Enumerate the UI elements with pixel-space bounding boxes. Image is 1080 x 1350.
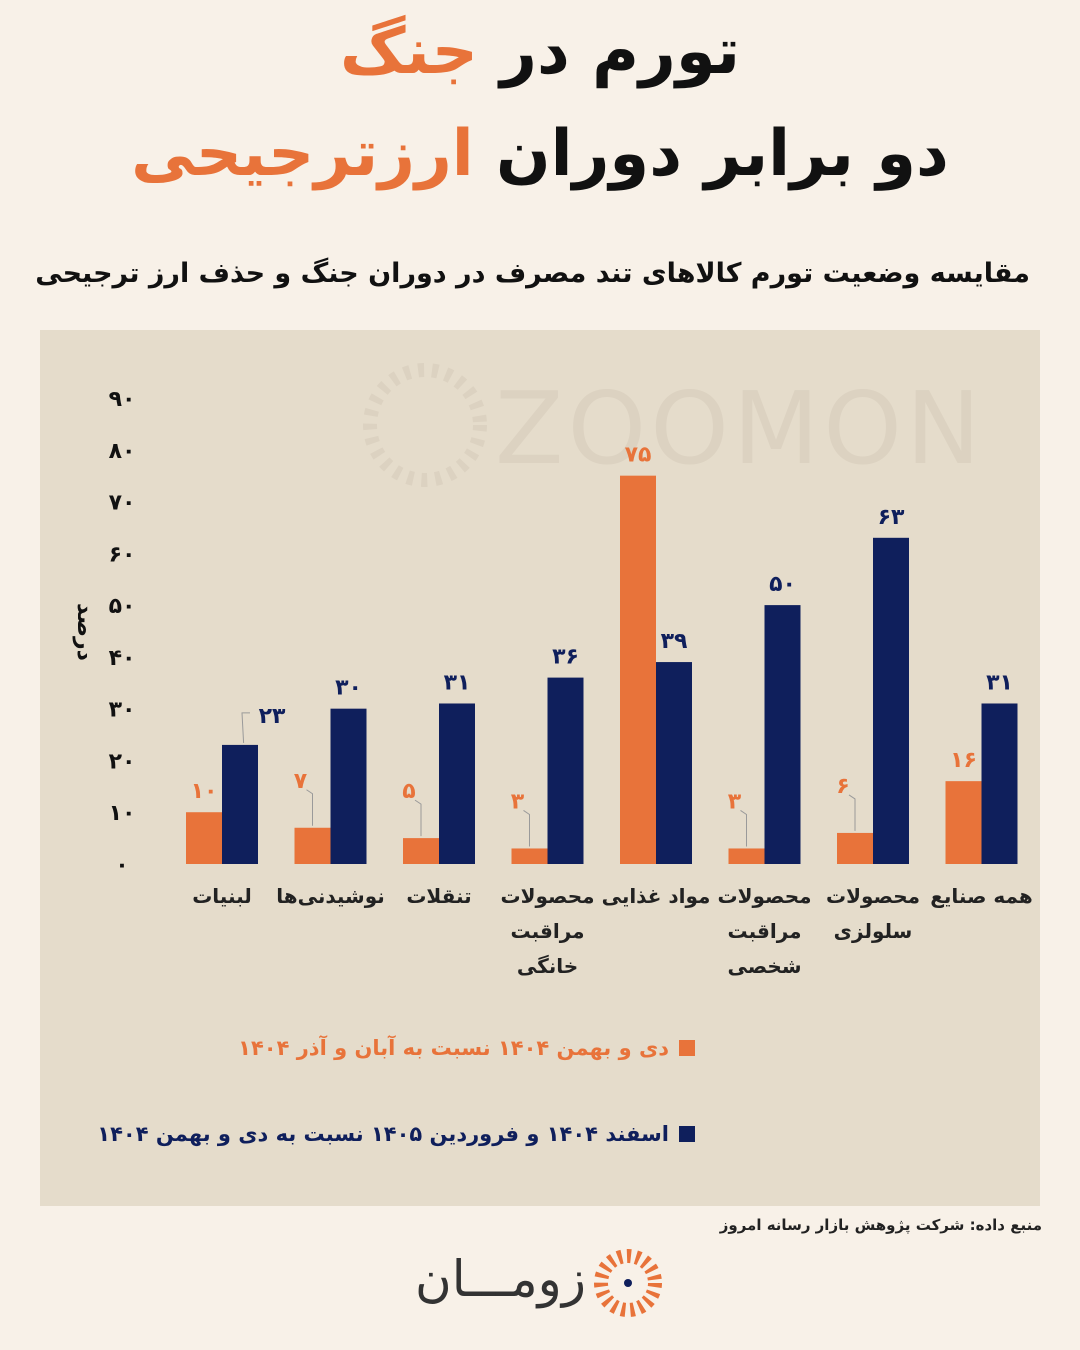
category-label: شخصی	[727, 954, 801, 978]
legend-item-1: دی و بهمن ۱۴۰۴ نسبت به آبان و آذر ۱۴۰۴	[238, 1036, 695, 1060]
category-label: محصولات	[500, 884, 594, 908]
y-axis-title: درصد	[72, 603, 97, 661]
watermark-logo-icon	[363, 363, 487, 487]
category-label: مراقبت	[727, 919, 801, 943]
legend-swatch-navy	[679, 1126, 695, 1142]
title-accent-2: ارزترجیحی	[131, 117, 474, 191]
data-label: ۳۱	[444, 670, 471, 695]
bar-series-1	[403, 838, 439, 864]
data-label-leader	[414, 799, 422, 837]
data-label: ۶۳	[878, 505, 905, 530]
data-label-leader	[306, 789, 313, 826]
bar-series-1	[837, 832, 873, 864]
data-label: ۱۰	[191, 779, 218, 804]
data-label: ۳۹	[661, 629, 688, 654]
data-label: ۳	[511, 789, 525, 814]
category-label: محصولات	[826, 884, 920, 908]
bar-series-2	[547, 677, 584, 864]
bar-series-2	[222, 744, 258, 864]
title-dark-2: دو برابر دوران	[496, 117, 949, 191]
data-label-leader	[523, 810, 530, 847]
y-tick-label: ۸۰	[109, 439, 136, 464]
bar-series-2	[764, 605, 801, 864]
legend-label-1: دی و بهمن ۱۴۰۴ نسبت به آبان و آذر ۱۴۰۴	[238, 1036, 669, 1060]
legend-swatch-orange	[679, 1040, 695, 1056]
chart-panel: ZOOMON ۰ ۱۰ ۲۰ ۳۰ ۴۰ ۵۰ ۶۰ ۷۰ ۸۰ ۹۰ درصد ۱۰ ۲۳ ۷ ۳۰ ۵ ۳…	[40, 330, 1040, 1206]
category-label: محصولات	[717, 884, 811, 908]
y-tick-label: ۶۰	[109, 542, 136, 567]
y-tick-label: ۹۰	[109, 387, 136, 412]
bar-series-1	[728, 848, 765, 864]
brand-logo: زومـــان	[415, 1248, 675, 1318]
data-label: ۳	[728, 789, 742, 814]
data-label: ۱۶	[950, 748, 977, 773]
category-label: همه صنایع	[930, 884, 1033, 908]
data-label: ۲۳	[259, 704, 286, 729]
category-label: نوشیدنی‌ها	[276, 884, 385, 908]
bar-series-1	[186, 812, 222, 864]
y-tick-label: ۴۰	[109, 646, 136, 671]
category-labels: لبنیات نوشیدنی‌ها تنقلات محصولات مراقبت خانگی…	[192, 884, 1033, 978]
bar-series-1	[620, 475, 656, 864]
category-label: تنقلات	[406, 884, 471, 908]
data-label: ۳۱	[986, 670, 1013, 695]
bar-series-2	[981, 703, 1018, 864]
category-label: مراقبت	[510, 919, 584, 943]
bar-series-2	[439, 703, 475, 864]
data-label: ۳۶	[552, 645, 579, 670]
data-label-leader	[740, 810, 747, 847]
data-label: ۷۵	[625, 443, 652, 468]
title-accent-1: جنگ	[340, 15, 478, 89]
category-label: لبنیات	[192, 884, 252, 908]
legend-label-2: اسفند ۱۴۰۴ و فروردین ۱۴۰۵ نسبت به دی و ب…	[97, 1122, 669, 1146]
y-tick-label: ۰	[115, 853, 128, 878]
bar-series-1	[945, 781, 982, 864]
data-label: ۵۰	[769, 572, 796, 597]
y-tick-label: ۷۰	[109, 491, 136, 516]
y-tick-label: ۲۰	[109, 749, 136, 774]
data-label: ۷	[294, 769, 308, 794]
y-tick-label: ۵۰	[109, 594, 136, 619]
legend-item-2: اسفند ۱۴۰۴ و فروردین ۱۴۰۵ نسبت به دی و ب…	[97, 1122, 695, 1146]
y-tick-label: ۳۰	[109, 698, 136, 723]
data-label-leader	[848, 794, 856, 831]
y-axis: ۰ ۱۰ ۲۰ ۳۰ ۴۰ ۵۰ ۶۰ ۷۰ ۸۰ ۹۰ درصد	[72, 387, 135, 878]
bar-series-2	[873, 537, 909, 864]
bar-series-1	[511, 848, 548, 864]
category-label: مواد غذایی	[602, 884, 711, 908]
brand-name: زومـــان	[415, 1250, 586, 1308]
chart-subtitle: مقایسه وضعیت تورم کالاهای تند مصرف در دو…	[35, 258, 1030, 289]
title-dark-1: تورم در	[500, 15, 740, 89]
sun-logo-icon	[594, 1249, 662, 1317]
title-line-1: تورم در جنگ	[0, 20, 1080, 84]
bars-group: ۱۰ ۲۳ ۷ ۳۰ ۵ ۳۱ ۳ ۳۶ ۷۵ ۳۹ ۳ ۵۰ ۶ ۶۳ ۱۶ ۳۱	[186, 443, 1018, 864]
data-label: ۳۰	[335, 676, 362, 701]
y-tick-label: ۱۰	[109, 801, 136, 826]
watermark-text: ZOOMON	[495, 370, 985, 487]
data-label: ۵	[402, 779, 415, 804]
bar-series-2	[656, 662, 692, 864]
source-note: منبع داده: شرکت پژوهش بازار رسانه امروز	[719, 1216, 1042, 1234]
bar-series-2	[330, 708, 367, 864]
category-label: سلولزی	[834, 919, 913, 943]
watermark: ZOOMON	[363, 363, 985, 487]
data-label: ۶	[836, 774, 849, 799]
data-label-leader	[241, 712, 250, 743]
category-label: خانگی	[517, 954, 578, 978]
bar-series-1	[294, 827, 331, 864]
bar-chart: ZOOMON ۰ ۱۰ ۲۰ ۳۰ ۴۰ ۵۰ ۶۰ ۷۰ ۸۰ ۹۰ درصد ۱۰ ۲۳ ۷ ۳۰ ۵ ۳…	[72, 363, 1033, 978]
title-line-2: دو برابر دوران ارزترجیحی	[0, 122, 1080, 186]
